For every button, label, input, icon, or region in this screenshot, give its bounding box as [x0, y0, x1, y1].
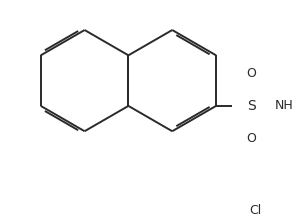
Text: NH: NH — [275, 99, 293, 112]
Text: O: O — [246, 67, 256, 80]
Text: Cl: Cl — [249, 204, 261, 217]
Text: S: S — [247, 99, 256, 113]
Text: O: O — [246, 132, 256, 145]
